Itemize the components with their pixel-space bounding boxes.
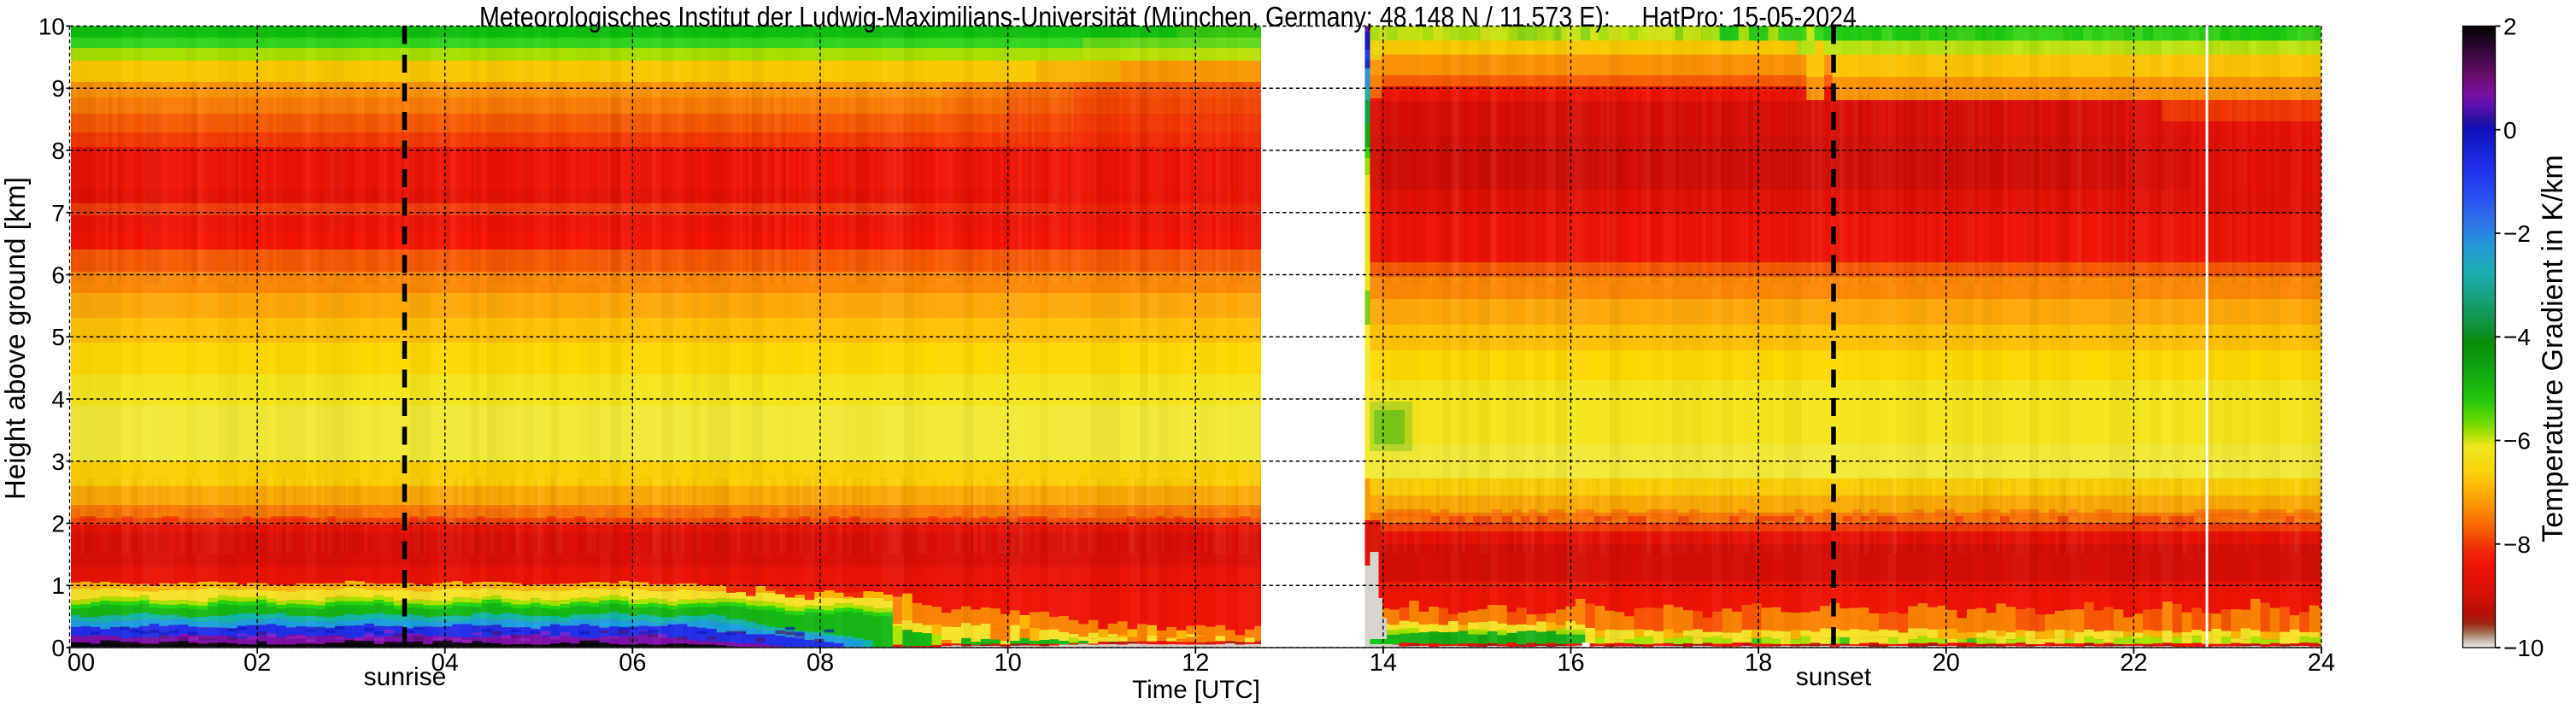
svg-text:04: 04 <box>431 649 459 677</box>
svg-text:−8: −8 <box>2503 531 2531 558</box>
svg-text:08: 08 <box>807 649 834 677</box>
svg-text:3: 3 <box>51 449 65 475</box>
svg-text:10: 10 <box>38 14 65 40</box>
svg-text:4: 4 <box>51 386 65 413</box>
svg-text:5: 5 <box>51 324 65 350</box>
svg-text:14: 14 <box>1370 649 1397 677</box>
svg-text:sunrise: sunrise <box>364 663 447 691</box>
svg-text:−4: −4 <box>2503 324 2531 350</box>
svg-text:−6: −6 <box>2503 428 2531 455</box>
svg-text:20: 20 <box>1933 649 1960 677</box>
svg-text:2: 2 <box>51 511 65 537</box>
svg-text:Temperature Gradient in K/km: Temperature Gradient in K/km <box>2537 155 2569 543</box>
svg-text:12: 12 <box>1182 649 1209 677</box>
svg-text:16: 16 <box>1557 649 1584 677</box>
svg-text:sunset: sunset <box>1796 663 1872 691</box>
svg-text:2: 2 <box>2503 14 2517 40</box>
svg-text:10: 10 <box>994 649 1021 677</box>
svg-text:Time [UTC]: Time [UTC] <box>1132 676 1260 704</box>
svg-text:−10: −10 <box>2503 635 2544 661</box>
svg-text:−2: −2 <box>2503 220 2531 247</box>
svg-text:Meteorologisches Institut der: Meteorologisches Institut der Ludwig-Max… <box>479 1 1857 32</box>
svg-text:9: 9 <box>51 75 65 102</box>
svg-text:6: 6 <box>51 262 65 289</box>
svg-text:0: 0 <box>51 635 65 661</box>
svg-text:0: 0 <box>2503 117 2517 144</box>
svg-text:24: 24 <box>2308 649 2335 677</box>
svg-text:00: 00 <box>67 649 95 677</box>
svg-text:02: 02 <box>244 649 271 677</box>
svg-text:22: 22 <box>2120 649 2147 677</box>
svg-text:8: 8 <box>51 138 65 164</box>
svg-text:18: 18 <box>1745 649 1772 677</box>
svg-text:Height above ground [km]: Height above ground [km] <box>0 177 31 500</box>
svg-text:1: 1 <box>51 572 65 599</box>
svg-text:7: 7 <box>51 200 65 226</box>
svg-text:06: 06 <box>619 649 646 677</box>
